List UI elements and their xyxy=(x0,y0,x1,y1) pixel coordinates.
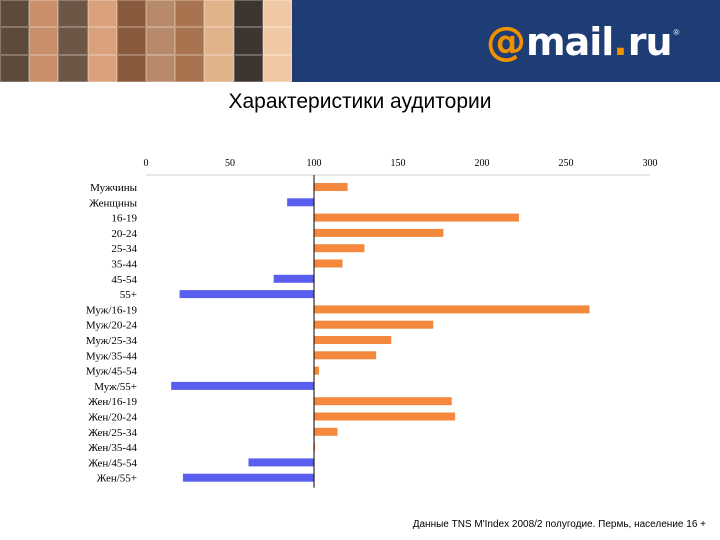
category-label: Жен/55+ xyxy=(97,473,137,485)
collage-photo-tile xyxy=(58,27,88,55)
header-banner: @ mail . ru ® xyxy=(0,0,720,82)
bar xyxy=(314,183,348,191)
category-label: Жен/16-19 xyxy=(88,396,137,408)
category-label: 25-34 xyxy=(111,243,137,255)
x-tick-label: 300 xyxy=(643,158,658,169)
collage-photo-tile xyxy=(262,54,292,82)
logo-ru-text: ru xyxy=(627,20,673,64)
collage-photo-tile xyxy=(116,0,146,28)
category-label: Муж/16-19 xyxy=(86,304,138,316)
bar xyxy=(314,412,456,421)
category-label: 20-24 xyxy=(111,228,137,240)
collage-photo-tile xyxy=(58,54,88,82)
category-label: Жен/20-24 xyxy=(88,412,137,424)
registered-mark: ® xyxy=(673,28,680,37)
bar xyxy=(314,320,434,329)
collage-photo-tile xyxy=(262,27,292,55)
category-label: Муж/25-34 xyxy=(86,335,138,347)
collage-photo-tile xyxy=(87,27,117,55)
category-label: 35-44 xyxy=(111,259,137,271)
mail-ru-logo[interactable]: @ mail . ru ® xyxy=(486,18,679,66)
bar xyxy=(171,381,314,390)
bar xyxy=(314,228,444,237)
logo-dot: . xyxy=(613,20,628,64)
collage-photo-tile xyxy=(29,54,59,82)
collage-photo-tile xyxy=(58,0,88,28)
collage-photo-tile xyxy=(146,54,176,82)
collage-photo-tile xyxy=(175,54,205,82)
people-photo-collage-icon xyxy=(0,0,292,82)
category-label: 45-54 xyxy=(111,274,137,286)
collage-photo-tile xyxy=(29,0,59,28)
collage-photo-tile xyxy=(175,27,205,55)
x-tick-label: 0 xyxy=(144,158,149,169)
bar xyxy=(314,366,320,375)
bar xyxy=(314,397,452,406)
collage-photo-tile xyxy=(204,27,234,55)
category-label: 55+ xyxy=(120,289,137,301)
audience-bar-chart: 0 50 100 150 200 250 300 Мужчины Женщины 16-19 20-… xyxy=(86,158,658,488)
collage-photo-tile xyxy=(233,54,263,82)
bar xyxy=(179,290,314,299)
category-label: Жен/25-34 xyxy=(88,427,137,439)
bar xyxy=(314,305,590,314)
bar xyxy=(314,244,365,253)
collage-photo-tile xyxy=(116,54,146,82)
collage-photo-tile xyxy=(233,27,263,55)
logo-mail-text: mail xyxy=(526,20,614,64)
collage-photo-tile xyxy=(0,0,30,28)
collage-photo-tile xyxy=(0,54,30,82)
x-tick-label: 200 xyxy=(475,158,490,169)
collage-photo-tile xyxy=(175,0,205,28)
x-tick-label: 50 xyxy=(225,158,235,169)
bar xyxy=(314,427,338,436)
category-label: Мужчины xyxy=(90,182,137,194)
page-title: Характеристики аудитории xyxy=(228,90,492,113)
collage-photo-tile xyxy=(233,0,263,28)
bar xyxy=(314,351,377,360)
collage-photo-tile xyxy=(146,27,176,55)
collage-photo-tile xyxy=(87,0,117,28)
category-label: 16-19 xyxy=(111,213,137,225)
collage-photo-tile xyxy=(29,27,59,55)
x-tick-label: 250 xyxy=(559,158,574,169)
collage-photo-tile xyxy=(204,54,234,82)
bar xyxy=(314,336,392,344)
collage-photo-tile xyxy=(0,27,30,55)
category-label: Муж/20-24 xyxy=(86,320,138,332)
collage-photo-tile xyxy=(262,0,292,28)
category-label: Жен/35-44 xyxy=(88,442,137,454)
category-label: Муж/45-54 xyxy=(86,366,138,378)
category-label: Муж/35-44 xyxy=(86,350,138,362)
x-tick-label: 150 xyxy=(391,158,406,169)
bar xyxy=(273,274,314,283)
bar xyxy=(314,259,343,268)
collage-photo-tile xyxy=(87,54,117,82)
collage-photo-tile xyxy=(116,27,146,55)
category-label: Жен/45-54 xyxy=(88,457,137,469)
category-label: Муж/55+ xyxy=(94,381,137,393)
bar xyxy=(248,458,314,467)
category-label: Женщины xyxy=(89,197,137,209)
source-footnote: Данные TNS M'Index 2008/2 полугодие. Пер… xyxy=(412,519,706,530)
bar xyxy=(287,198,314,207)
logo-at-sign: @ xyxy=(486,19,526,65)
collage-photo-tile xyxy=(146,0,176,28)
x-tick-label: 100 xyxy=(307,158,322,169)
bar xyxy=(182,473,314,482)
bar xyxy=(314,213,519,222)
collage-photo-tile xyxy=(204,0,234,28)
